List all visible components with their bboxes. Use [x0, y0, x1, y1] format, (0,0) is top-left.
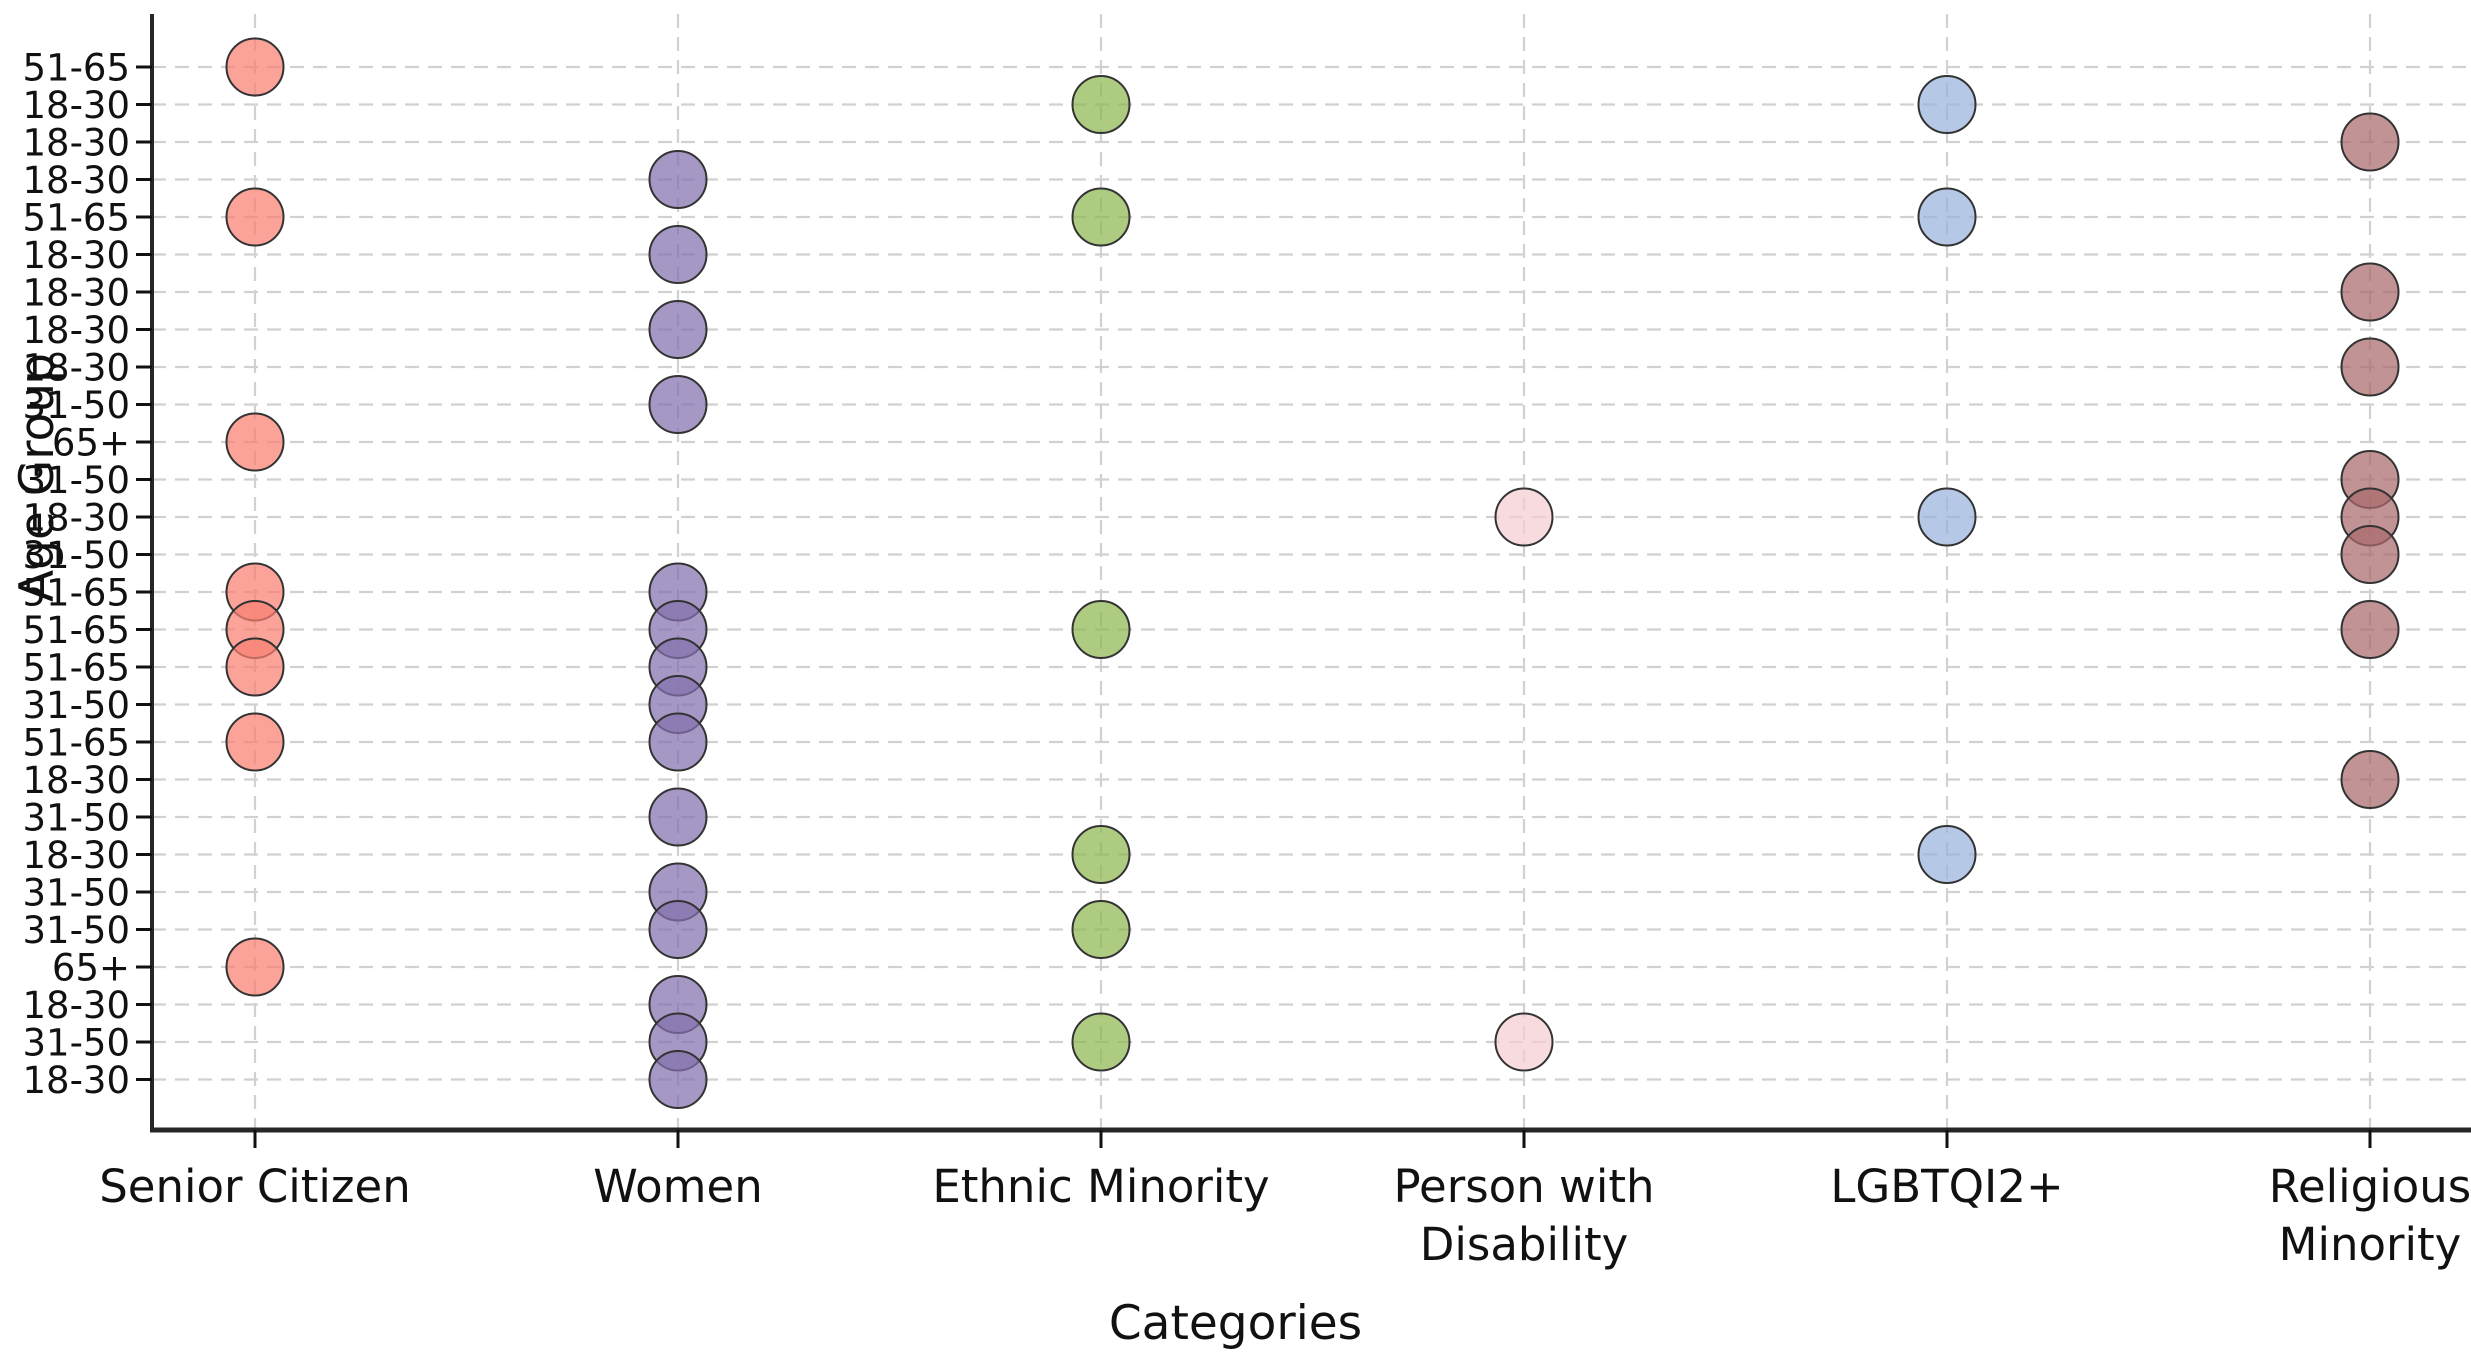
x-tick-label-line: Religious: [2269, 1160, 2471, 1213]
data-point: [2340, 750, 2400, 809]
y-tick-label: 31-50: [22, 459, 130, 502]
y-tick-label: 51-65: [22, 609, 130, 652]
data-point: [648, 225, 708, 284]
y-tick-label: 18-30: [22, 834, 130, 877]
y-axis-title-text: Age Group: [10, 353, 66, 602]
data-point: [1071, 1012, 1131, 1072]
data-point: [1917, 187, 1977, 247]
y-tick-label: 51-65: [22, 46, 130, 89]
x-axis-title: Categories: [1108, 1296, 1363, 1351]
y-tick-label: 18-30: [22, 309, 130, 352]
data-point: [1494, 487, 1554, 547]
data-point: [225, 712, 285, 772]
data-point: [648, 787, 708, 847]
y-tick-label: 18-30: [22, 346, 130, 389]
x-tick-label-line: Women: [593, 1160, 762, 1213]
data-point: [648, 712, 708, 772]
x-tick-label-line: Minority: [2279, 1218, 2462, 1271]
x-tick-label: Ethnic Minority: [932, 1160, 1269, 1213]
y-tick-label: 18-30: [22, 159, 130, 202]
data-point: [2340, 525, 2400, 584]
y-tick-label: 31-50: [22, 796, 130, 839]
y-tick-label: 18-30: [22, 496, 130, 539]
data-point: [2340, 337, 2400, 397]
y-tick-label: 31-50: [22, 909, 130, 952]
x-tick-label-line: Person with: [1394, 1160, 1655, 1213]
y-tick-label: 31-50: [22, 384, 130, 427]
data-point: [1917, 487, 1977, 547]
y-tick-label: 18-30: [22, 759, 130, 802]
y-tick-label: 18-30: [22, 271, 130, 314]
data-point: [225, 187, 285, 247]
y-tick-label: 18-30: [22, 121, 130, 164]
data-point: [1494, 1012, 1554, 1072]
data-point: [2340, 112, 2400, 172]
data-point: [1071, 75, 1131, 134]
y-tick-label: 31-50: [22, 684, 130, 727]
y-tick-label: 18-30: [22, 1059, 130, 1102]
data-point: [2340, 262, 2400, 322]
y-tick-label: 18-30: [22, 234, 130, 277]
y-tick-label: 18-30: [22, 984, 130, 1027]
data-point: [1071, 187, 1131, 247]
data-point: [1071, 900, 1131, 959]
data-point: [2340, 600, 2400, 659]
x-tick-label: Person with Disability: [1394, 1160, 1655, 1271]
x-tick-label: Senior Citizen: [99, 1160, 411, 1213]
y-tick-label: 65+: [52, 946, 130, 989]
data-point: [1917, 825, 1977, 884]
data-point: [225, 412, 285, 472]
data-point: [225, 637, 285, 697]
y-tick-label: 51-65: [22, 196, 130, 239]
x-tick-label-line: LGBTQI2+: [1830, 1160, 2063, 1213]
y-tick-label: 51-65: [22, 721, 130, 764]
y-tick-label: 31-50: [22, 871, 130, 914]
data-point: [1071, 825, 1131, 884]
data-point: [1071, 600, 1131, 659]
x-tick-label: LGBTQI2+: [1830, 1160, 2063, 1213]
data-point: [648, 150, 708, 209]
y-tick-label: 51-65: [22, 646, 130, 689]
data-point: [648, 375, 708, 434]
data-point: [648, 900, 708, 959]
y-tick-label: 31-50: [22, 534, 130, 577]
x-tick-label: Religious Minority: [2269, 1160, 2471, 1271]
data-point: [1917, 75, 1977, 134]
x-tick-label-line: Senior Citizen: [99, 1160, 411, 1213]
x-tick-label-line: Ethnic Minority: [932, 1160, 1269, 1213]
data-point: [648, 300, 708, 359]
data-point: [225, 937, 285, 997]
data-point: [225, 37, 285, 97]
y-tick-label: 31-50: [22, 1021, 130, 1064]
y-axis-title: Age Group: [10, 353, 65, 602]
x-tick-label: Women: [593, 1160, 762, 1213]
y-tick-label: 18-30: [22, 84, 130, 127]
y-tick-label: 51-65: [22, 571, 130, 614]
data-point: [648, 1050, 708, 1109]
y-tick-label: 65+: [52, 421, 130, 464]
x-tick-label-line: Disability: [1420, 1218, 1629, 1271]
